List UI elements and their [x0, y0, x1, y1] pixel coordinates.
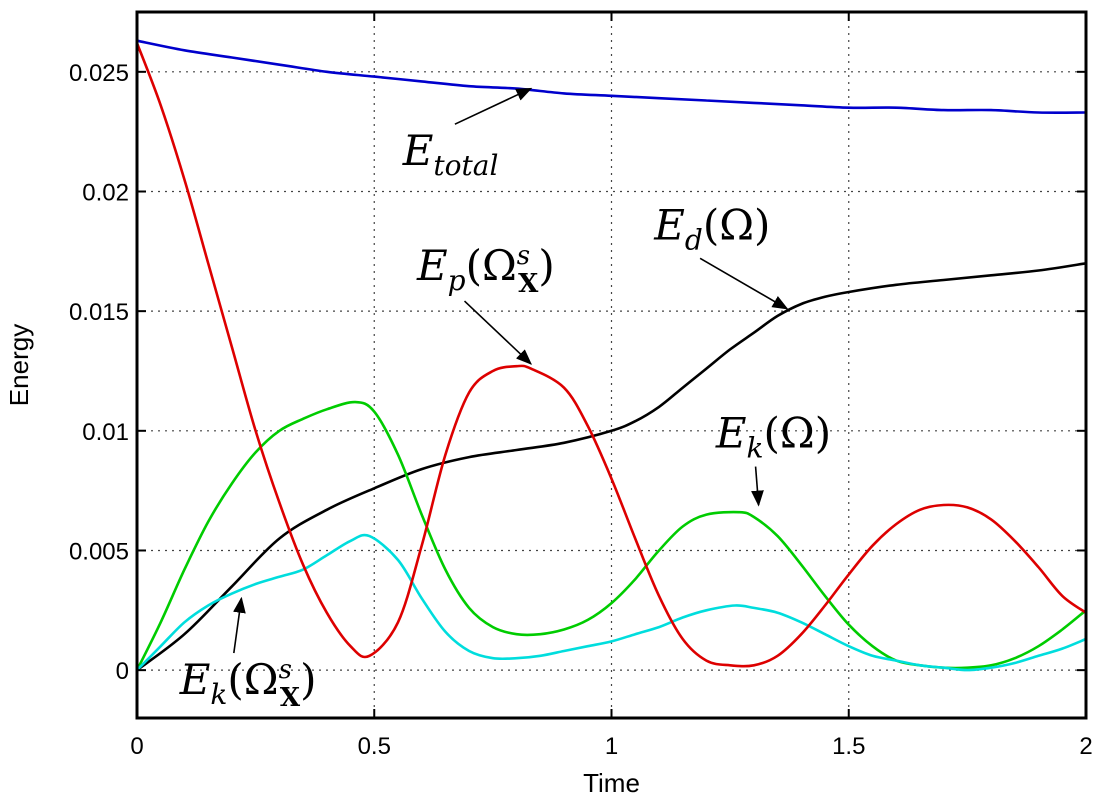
annotation-label: Ek(Ω) [715, 409, 831, 465]
x-tick-label: 1 [605, 733, 618, 760]
y-tick-label: 0.005 [69, 538, 129, 565]
annotation-arrow [699, 257, 789, 310]
annotation-arrow [751, 466, 764, 507]
annotation-layer: Etotal Ep(Ωs X) Ed(Ω) Ek(Ω) Ek(Ωs X) [179, 87, 831, 713]
series-line-4 [136, 533, 1087, 672]
y-tick-label: 0 [116, 658, 129, 685]
grid [137, 12, 1086, 718]
series-line-0 [136, 39, 1087, 114]
annotation-0: Etotal [402, 87, 533, 182]
x-tick-label: 0.5 [358, 733, 391, 760]
y-tick-label: 0.02 [82, 179, 129, 206]
x-tick-label: 2 [1079, 733, 1092, 760]
x-axis-label: Time [583, 768, 640, 797]
annotation-4: Ek(Ωs X) [179, 596, 317, 713]
series-line-1 [135, 42, 1087, 668]
annotation-1: Ep(Ωs X) [416, 241, 555, 365]
annotation-arrow [233, 596, 246, 654]
series-layer [135, 39, 1087, 672]
annotation-arrow [463, 300, 532, 365]
tick-layer: 0 0.5 1 1.5 2 0 0.005 0.01 0.015 0.02 0.025 [69, 12, 1093, 760]
y-tick-label: 0.015 [69, 299, 129, 326]
annotation-3: Ek(Ω) [715, 409, 831, 507]
x-tick-label: 1.5 [832, 733, 865, 760]
annotation-label: Etotal [402, 126, 499, 182]
annotation-2: Ed(Ω) [653, 200, 789, 310]
y-tick-label: 0.01 [82, 419, 129, 446]
series-line-2 [136, 262, 1087, 672]
y-tick-label: 0.025 [69, 60, 129, 87]
annotation-label: Ed(Ω) [653, 200, 770, 256]
annotation-label: Ep(Ωs X) [416, 241, 555, 299]
annotation-label: Ek(Ωs X) [179, 655, 317, 713]
annotation-arrow [454, 87, 533, 125]
y-axis-label: Energy [4, 324, 34, 406]
x-tick-label: 0 [130, 733, 143, 760]
